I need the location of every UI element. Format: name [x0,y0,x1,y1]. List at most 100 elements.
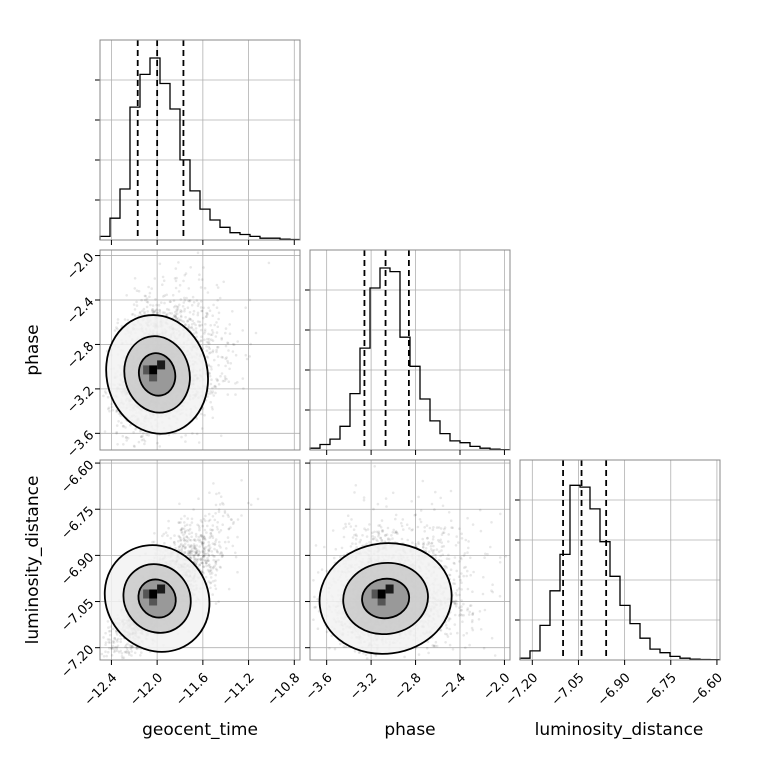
sample-point [145,305,149,309]
sample-point [117,420,120,423]
sample-point [215,377,218,381]
sample-point [214,560,217,564]
sample-point [133,314,137,317]
sample-point [190,517,194,521]
sample-point [180,319,184,323]
sample-point [197,497,200,501]
sample-point [177,317,180,320]
sample-point [183,514,186,518]
sample-point [220,338,223,341]
sample-point [210,328,214,332]
sample-point [168,311,171,315]
sample-point [104,631,107,635]
sample-point [228,367,231,371]
sample-point [198,528,201,532]
sample-point [221,356,225,359]
sample-point [195,331,198,335]
sample-point [213,358,216,362]
sample-point [216,528,219,531]
sample-point [205,564,208,568]
sample-point [140,438,144,442]
sample-point [192,322,196,325]
sample-point [165,307,169,311]
sample-point [161,311,165,314]
sample-point [209,324,212,327]
sample-point [182,301,186,304]
sample-point [167,308,171,312]
sample-point [242,387,245,390]
sample-point [180,310,183,313]
sample-point [212,303,215,307]
sample-point [249,503,253,507]
sample-point [198,563,201,567]
sample-point [186,517,189,520]
density-cell [143,365,150,375]
sample-point [126,642,129,646]
sample-point [137,289,141,293]
sample-point [200,412,203,416]
sample-point [190,326,193,330]
sample-point [217,600,220,604]
sample-point [195,544,198,547]
sample-point [225,356,228,359]
sample-point [183,298,187,302]
sample-point [207,332,210,336]
sample-point [215,306,219,310]
sample-point [203,338,206,342]
sample-point [103,430,107,433]
sample-point [115,633,119,636]
sample-point [110,402,113,406]
x-axis-label-geocent-time: geocent_time [142,720,258,740]
sample-point [143,442,146,446]
sample-point [204,575,208,579]
sample-point [208,491,211,495]
sample-point [217,311,221,315]
sample-point [218,544,221,547]
sample-point [170,312,173,315]
sample-point [115,410,118,414]
sample-point [196,251,200,255]
sample-point [229,362,233,365]
sample-point [178,318,181,322]
sample-point [152,311,156,314]
sample-point [231,544,235,548]
sample-point [110,405,114,409]
sample-point [204,322,207,326]
sample-point [208,351,211,355]
sample-point [180,530,184,533]
sample-point [173,314,176,317]
sample-point [214,335,218,338]
sample-point [140,435,143,439]
sample-point [117,412,121,415]
sample-point [200,323,204,327]
sample-point [139,654,142,657]
sample-point [152,310,155,313]
sample-point [208,374,212,378]
sample-point [184,434,187,437]
sample-point [155,308,159,311]
sample-point [180,435,183,439]
sample-point [192,508,195,511]
sample-point [217,491,221,495]
sample-point [226,342,230,345]
sample-point [135,647,138,650]
density-peak [149,365,158,375]
sample-point [205,355,209,358]
sample-point [196,311,200,315]
sample-point [208,364,211,368]
sample-point [104,641,108,644]
sample-point [209,351,212,354]
sample-point [198,545,201,548]
sample-point [162,295,165,298]
sample-point [147,434,150,437]
sample-point [201,524,205,528]
sample-point [179,538,182,542]
sample-point [183,296,186,300]
sample-point [138,429,142,433]
sample-point [111,644,114,648]
sample-point [220,552,223,555]
sample-point [177,534,181,538]
sample-point [161,275,165,279]
sample-point [215,550,219,553]
sample-point [214,602,218,605]
